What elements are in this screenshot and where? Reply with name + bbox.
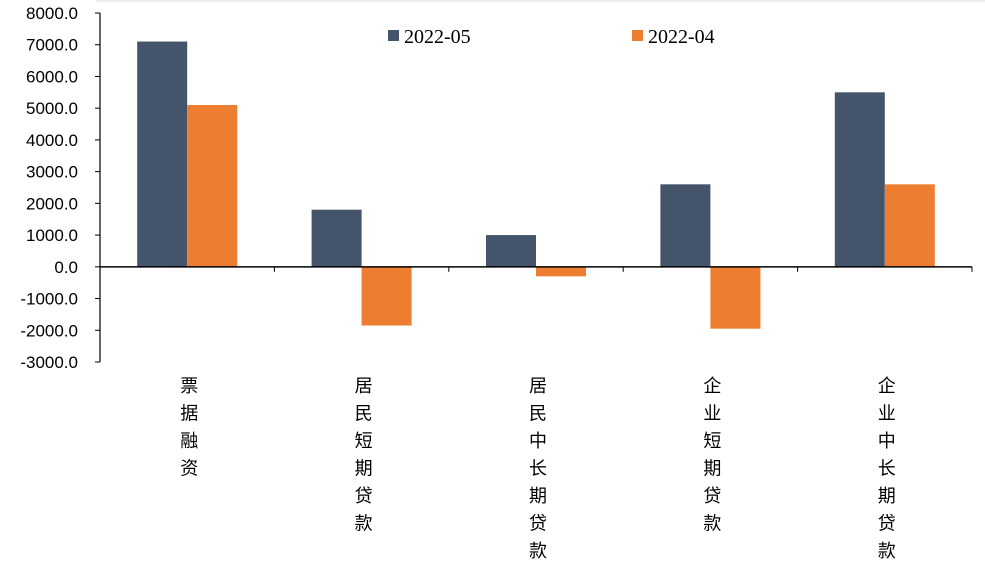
bar-series1 — [137, 41, 188, 267]
bar-series1 — [660, 184, 711, 267]
bar-series2 — [536, 266, 586, 277]
legend: 2022-05 2022-04 — [388, 26, 715, 48]
y-tick-label: 0.0 — [54, 258, 78, 277]
bar-series2 — [710, 266, 761, 329]
y-tick-label: 5000.0 — [26, 99, 78, 118]
legend-swatch — [632, 30, 643, 41]
y-tick-label: 6000.0 — [26, 67, 78, 86]
category-labels: 票据融资 居民短期贷款 居民中长期贷款 企业短期贷款 企业中长期贷款 — [180, 376, 896, 562]
y-tick-label: 4000.0 — [26, 131, 78, 150]
x-category-label: 企业中长期贷款 — [878, 376, 896, 562]
legend-label: 2022-04 — [648, 26, 715, 48]
y-tick-label: -2000.0 — [20, 321, 78, 340]
bar-series2 — [884, 184, 935, 267]
x-category-label: 企业短期贷款 — [703, 376, 721, 535]
x-category-label: 票据融资 — [180, 376, 198, 480]
bar-series1 — [311, 209, 362, 267]
bar-series2 — [187, 105, 238, 267]
bars — [137, 41, 935, 329]
y-tick-label: 3000.0 — [26, 163, 78, 182]
y-tick-label: 2000.0 — [26, 194, 78, 213]
y-tick-label: -1000.0 — [20, 290, 78, 309]
y-axis: 8000.0 7000.0 6000.0 5000.0 4000.0 3000.0 2000… — [20, 4, 101, 372]
y-tick-label: 7000.0 — [26, 36, 78, 55]
y-tick-label: -3000.0 — [20, 353, 78, 372]
x-axis — [99, 266, 973, 272]
bar-series1 — [834, 92, 885, 267]
x-category-label: 居民中长期贷款 — [529, 376, 547, 562]
legend-swatch — [388, 30, 399, 41]
y-tick-label: 8000.0 — [26, 4, 78, 23]
bar-series2 — [361, 266, 412, 326]
y-tick-label: 1000.0 — [26, 226, 78, 245]
bar-series1 — [486, 235, 536, 267]
legend-label: 2022-05 — [404, 26, 471, 48]
x-category-label: 居民短期贷款 — [355, 376, 373, 535]
